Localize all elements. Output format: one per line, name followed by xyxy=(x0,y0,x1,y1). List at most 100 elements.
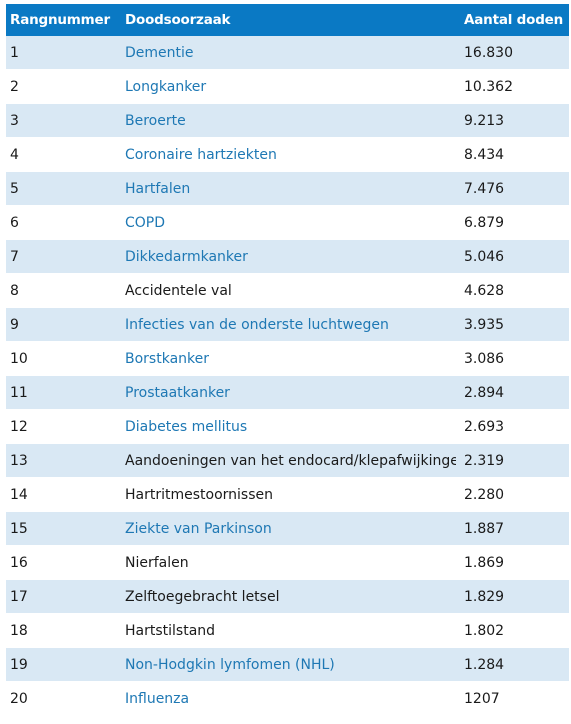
table-row: 9 Infecties van de onderste luchtwegen 3.9… xyxy=(6,307,569,342)
rank-cell: 18 xyxy=(6,613,119,648)
rank-cell: 6 xyxy=(6,205,119,240)
table-row: 3 Beroerte 9.213 xyxy=(6,103,569,138)
cause-cell: Accidentele val xyxy=(119,273,456,308)
cause-link[interactable]: Hartfalen xyxy=(125,180,191,197)
cause-link[interactable]: Dementie xyxy=(125,44,194,61)
deaths-cell: 2.693 xyxy=(456,409,569,444)
causes-of-death-table: Rangnummer Doodsoorzaak Aantal doden 1 De… xyxy=(6,4,569,716)
deaths-cell: 7.476 xyxy=(456,171,569,206)
table-row: 13 Aandoeningen van het endocard/klepafwi… xyxy=(6,443,569,478)
deaths-cell: 2.894 xyxy=(456,375,569,410)
cause-cell: Longkanker xyxy=(119,69,456,104)
deaths-cell: 3.935 xyxy=(456,307,569,342)
cause-cell: Non-Hodgkin lymfomen (NHL) xyxy=(119,647,456,682)
table-row: 12 Diabetes mellitus 2.693 xyxy=(6,409,569,444)
header-cause: Doodsoorzaak xyxy=(119,4,456,36)
rank-cell: 16 xyxy=(6,545,119,580)
cause-label: Aandoeningen van het endocard/klepafwijk… xyxy=(125,452,456,469)
cause-link[interactable]: Non-Hodgkin lymfomen (NHL) xyxy=(125,656,335,673)
cause-cell: Zelftoegebracht letsel xyxy=(119,579,456,614)
table-row: 8 Accidentele val 4.628 xyxy=(6,273,569,308)
table-row: 1 Dementie 16.830 xyxy=(6,36,569,70)
deaths-cell: 5.046 xyxy=(456,239,569,274)
rank-cell: 13 xyxy=(6,443,119,478)
cause-cell: Nierfalen xyxy=(119,545,456,580)
table-row: 16 Nierfalen 1.869 xyxy=(6,545,569,580)
cause-link[interactable]: Prostaatkanker xyxy=(125,384,230,401)
cause-link[interactable]: Beroerte xyxy=(125,112,186,129)
rank-cell: 4 xyxy=(6,137,119,172)
cause-cell: Prostaatkanker xyxy=(119,375,456,410)
deaths-cell: 1207 xyxy=(456,681,569,716)
deaths-cell: 8.434 xyxy=(456,137,569,172)
deaths-cell: 6.879 xyxy=(456,205,569,240)
deaths-cell: 2.280 xyxy=(456,477,569,512)
cause-cell: Dementie xyxy=(119,36,456,70)
cause-link[interactable]: Dikkedarmkanker xyxy=(125,248,248,265)
table-row: 18 Hartstilstand 1.802 xyxy=(6,613,569,648)
table-row: 5 Hartfalen 7.476 xyxy=(6,171,569,206)
table-row: 19 Non-Hodgkin lymfomen (NHL) 1.284 xyxy=(6,647,569,682)
cause-cell: Beroerte xyxy=(119,103,456,138)
cause-cell: Aandoeningen van het endocard/klepafwijk… xyxy=(119,443,456,478)
table-row: 14 Hartritmestoornissen 2.280 xyxy=(6,477,569,512)
rank-cell: 5 xyxy=(6,171,119,206)
rank-cell: 20 xyxy=(6,681,119,716)
cause-link[interactable]: Ziekte van Parkinson xyxy=(125,520,272,537)
deaths-cell: 1.802 xyxy=(456,613,569,648)
cause-cell: Influenza xyxy=(119,681,456,716)
deaths-cell: 1.887 xyxy=(456,511,569,546)
cause-cell: Infecties van de onderste luchtwegen xyxy=(119,307,456,342)
cause-link[interactable]: Borstkanker xyxy=(125,350,209,367)
cause-link[interactable]: COPD xyxy=(125,214,166,231)
cause-link[interactable]: Coronaire hartziekten xyxy=(125,146,277,163)
rank-cell: 7 xyxy=(6,239,119,274)
rank-cell: 10 xyxy=(6,341,119,376)
cause-cell: Ziekte van Parkinson xyxy=(119,511,456,546)
cause-cell: COPD xyxy=(119,205,456,240)
table-row: 20 Influenza 1207 xyxy=(6,681,569,716)
cause-cell: Hartstilstand xyxy=(119,613,456,648)
deaths-cell: 1.829 xyxy=(456,579,569,614)
causes-of-death-table-container: Rangnummer Doodsoorzaak Aantal doden 1 De… xyxy=(6,4,569,716)
header-deaths: Aantal doden xyxy=(456,4,569,36)
table-row: 7 Dikkedarmkanker 5.046 xyxy=(6,239,569,274)
header-rank: Rangnummer xyxy=(6,4,119,36)
cause-link[interactable]: Diabetes mellitus xyxy=(125,418,248,435)
cause-cell: Hartritmestoornissen xyxy=(119,477,456,512)
table-header: Rangnummer Doodsoorzaak Aantal doden xyxy=(6,4,569,36)
deaths-cell: 9.213 xyxy=(456,103,569,138)
header-row: Rangnummer Doodsoorzaak Aantal doden xyxy=(6,4,569,36)
rank-cell: 17 xyxy=(6,579,119,614)
cause-cell: Borstkanker xyxy=(119,341,456,376)
table-row: 10 Borstkanker 3.086 xyxy=(6,341,569,376)
rank-cell: 15 xyxy=(6,511,119,546)
cause-cell: Diabetes mellitus xyxy=(119,409,456,444)
deaths-cell: 3.086 xyxy=(456,341,569,376)
deaths-cell: 1.869 xyxy=(456,545,569,580)
cause-link[interactable]: Longkanker xyxy=(125,78,207,95)
rank-cell: 11 xyxy=(6,375,119,410)
deaths-cell: 10.362 xyxy=(456,69,569,104)
deaths-cell: 16.830 xyxy=(456,36,569,70)
cause-link[interactable]: Infecties van de onderste luchtwegen xyxy=(125,316,389,333)
cause-label: Zelftoegebracht letsel xyxy=(125,588,280,605)
rank-cell: 12 xyxy=(6,409,119,444)
cause-label: Accidentele val xyxy=(125,282,232,299)
rank-cell: 1 xyxy=(6,36,119,70)
cause-link[interactable]: Influenza xyxy=(125,690,190,707)
deaths-cell: 1.284 xyxy=(456,647,569,682)
cause-cell: Coronaire hartziekten xyxy=(119,137,456,172)
table-row: 2 Longkanker 10.362 xyxy=(6,69,569,104)
table-row: 4 Coronaire hartziekten 8.434 xyxy=(6,137,569,172)
table-row: 11 Prostaatkanker 2.894 xyxy=(6,375,569,410)
table-row: 6 COPD 6.879 xyxy=(6,205,569,240)
rank-cell: 2 xyxy=(6,69,119,104)
table-body: 1 Dementie 16.830 2 Longkanker 10.362 3 Beroert… xyxy=(6,36,569,716)
table-row: 17 Zelftoegebracht letsel 1.829 xyxy=(6,579,569,614)
cause-label: Nierfalen xyxy=(125,554,189,571)
rank-cell: 19 xyxy=(6,647,119,682)
cause-label: Hartritmestoornissen xyxy=(125,486,273,503)
rank-cell: 9 xyxy=(6,307,119,342)
rank-cell: 8 xyxy=(6,273,119,308)
